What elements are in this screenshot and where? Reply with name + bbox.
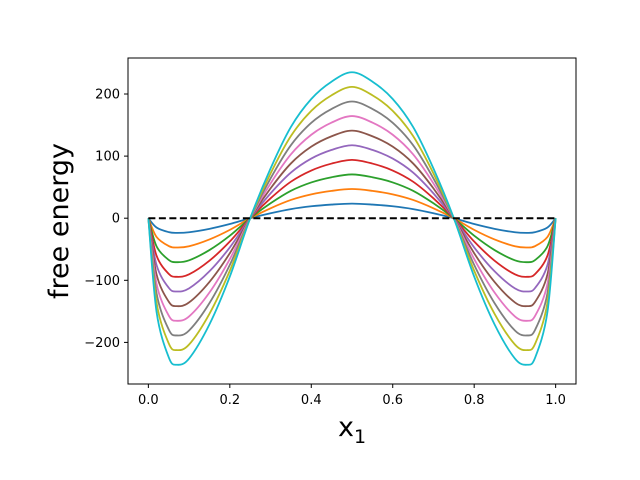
y-axis-ticks: −200 −100 0 100 200 (84, 88, 128, 351)
y-tick-label: 100 (95, 150, 120, 165)
series-line-10 (147, 71, 557, 366)
y-tick-label: −200 (84, 336, 120, 351)
series-line-7 (147, 115, 557, 322)
series-line-9 (147, 85, 557, 352)
x-tick-label: 1.0 (545, 393, 566, 408)
series-line-6 (147, 129, 557, 308)
series-line-8 (147, 100, 557, 337)
plot-frame (127, 57, 577, 385)
y-tick-label: −100 (84, 274, 120, 289)
x-tick-label: 0.6 (382, 393, 403, 408)
series-line-5 (147, 144, 557, 293)
x-tick-label: 0.8 (464, 393, 485, 408)
x-axis-label-subscript: 1 (354, 426, 366, 448)
series-line-4 (147, 158, 557, 278)
x-axis-label: x1 (338, 412, 366, 448)
y-axis-label: free energy (44, 143, 75, 299)
y-tick-label: 200 (95, 88, 120, 103)
x-tick-label: 0.4 (301, 393, 322, 408)
y-tick-label: 0 (112, 212, 120, 227)
plot-area (128, 58, 576, 384)
x-tick-label: 0.2 (219, 393, 240, 408)
series-line-1 (147, 202, 557, 234)
x-tick-label: 0.0 (138, 393, 159, 408)
series-layer (147, 71, 557, 366)
series-line-2 (147, 188, 557, 249)
x-axis-ticks: 0.0 0.2 0.4 0.6 0.8 1.0 (138, 384, 566, 408)
series-line-3 (147, 173, 557, 264)
x-axis-label-main: x (338, 412, 354, 443)
